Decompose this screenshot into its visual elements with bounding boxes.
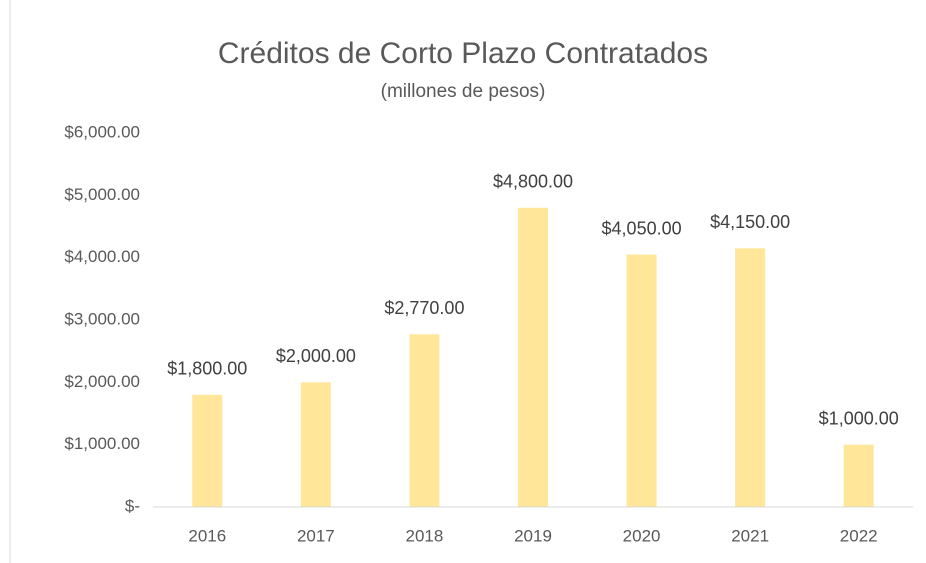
y-tick-label: $- — [125, 496, 140, 515]
bar — [843, 444, 874, 507]
x-tick-label: 2019 — [514, 526, 552, 545]
bar — [409, 334, 440, 507]
y-tick-label: $5,000.00 — [64, 185, 140, 204]
y-tick-label: $6,000.00 — [64, 122, 140, 141]
x-tick-label: 2016 — [188, 526, 226, 545]
value-label: $1,000.00 — [819, 408, 899, 428]
value-label: $1,800.00 — [167, 359, 247, 379]
y-tick-label: $1,000.00 — [64, 434, 140, 453]
value-label: $4,050.00 — [602, 218, 682, 238]
bar — [626, 254, 657, 507]
bar — [300, 382, 331, 507]
y-tick-label: $4,000.00 — [64, 247, 140, 266]
x-tick-label: 2017 — [297, 526, 335, 545]
x-tick-label: 2020 — [623, 526, 661, 545]
y-tick-label: $2,000.00 — [64, 372, 140, 391]
value-label: $2,000.00 — [276, 346, 356, 366]
value-label: $2,770.00 — [384, 298, 464, 318]
y-tick-label: $3,000.00 — [64, 309, 140, 328]
bar — [518, 207, 548, 508]
chart-subtitle: (millones de pesos) — [381, 81, 546, 102]
x-tick-label: 2021 — [731, 526, 769, 545]
x-tick-label: 2018 — [406, 526, 444, 545]
bar — [192, 394, 223, 507]
value-label: $4,150.00 — [710, 212, 790, 232]
bar — [735, 248, 766, 508]
x-tick-label: 2022 — [840, 526, 878, 545]
value-label: $4,800.00 — [493, 172, 573, 192]
chart-title: Créditos de Corto Plazo Contratados — [218, 37, 708, 70]
